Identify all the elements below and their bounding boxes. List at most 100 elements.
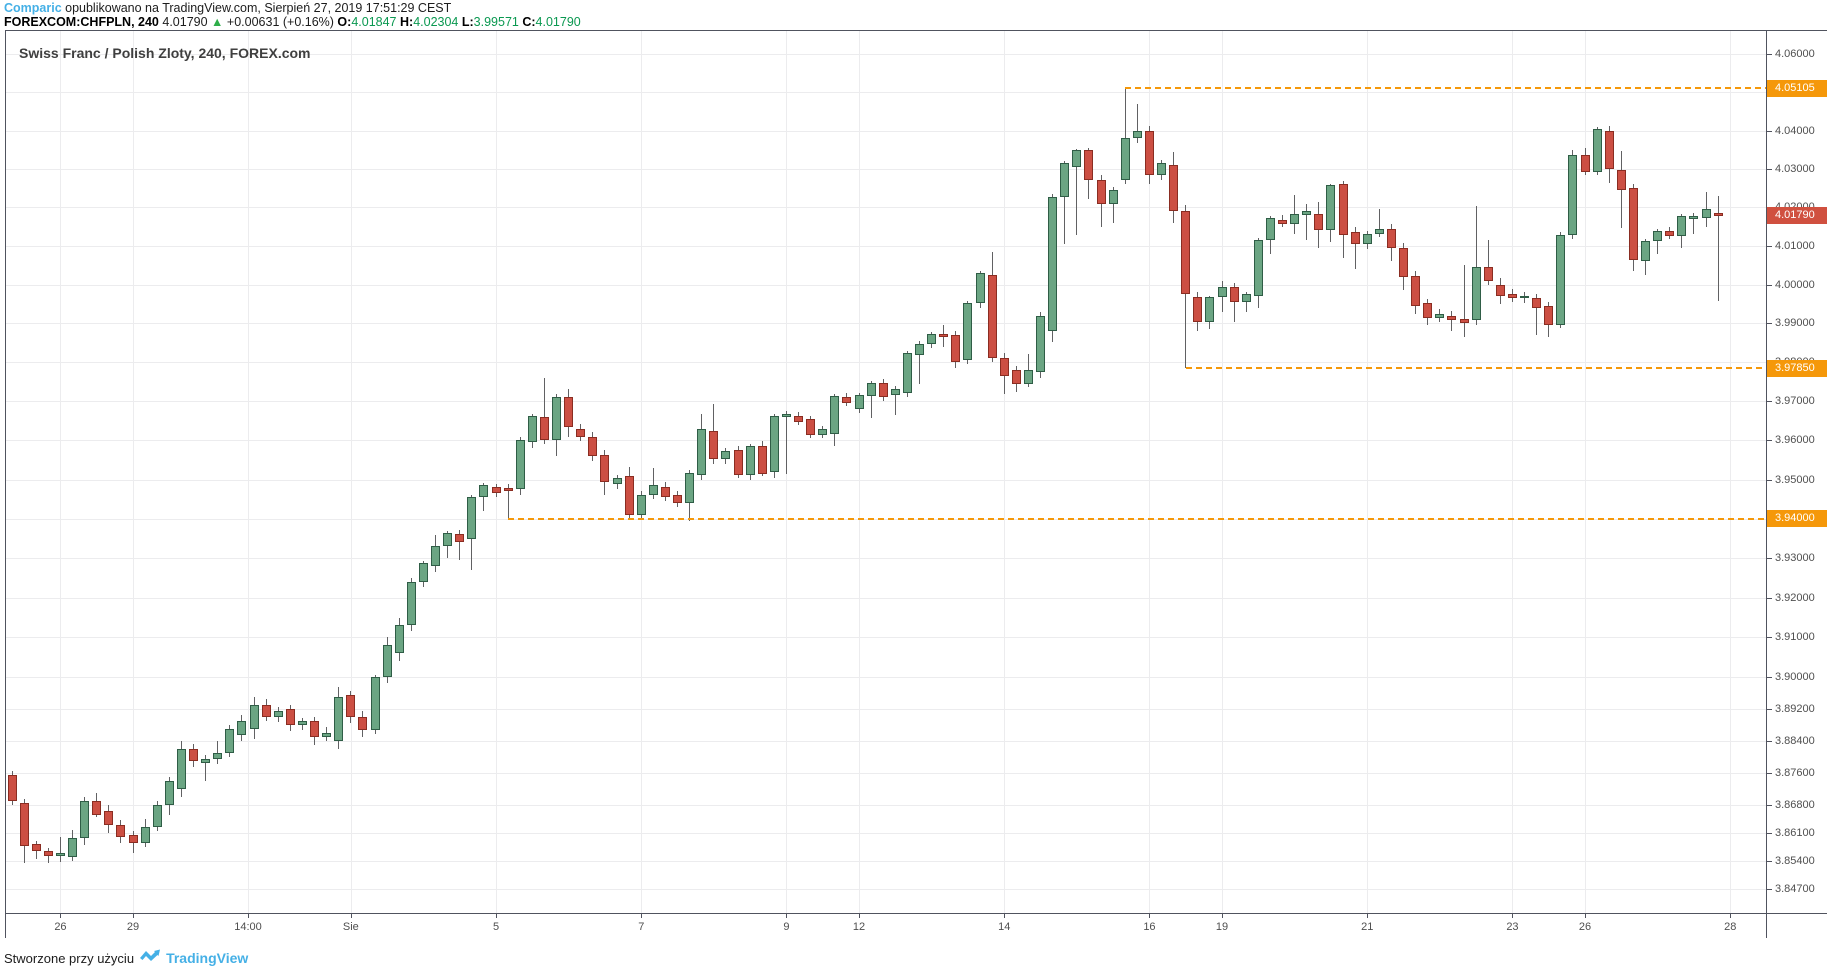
symbol-interval[interactable]: FOREXCOM:CHFPLN, 240 <box>4 15 159 29</box>
price-tick-label: 3.86100 <box>1775 826 1815 839</box>
candle-body <box>370 676 380 730</box>
time-tick-mark <box>859 914 861 918</box>
candle-body <box>600 454 610 482</box>
candle-body <box>1435 313 1445 318</box>
candle-body <box>527 416 537 443</box>
candle-body <box>1278 219 1288 224</box>
time-tick-mark <box>248 914 249 918</box>
tradingview-link[interactable]: TradingView <box>166 950 249 966</box>
price-gridline <box>6 740 1766 742</box>
candle-body <box>1144 130 1154 175</box>
candle-body <box>1507 293 1517 299</box>
candle-body <box>673 495 683 504</box>
candle-body <box>1362 234 1372 245</box>
candle-wick <box>1136 104 1138 143</box>
time-gridline <box>350 31 352 913</box>
candle-wick <box>1657 228 1659 254</box>
time-axis[interactable]: 26 29 14:00 Sie 5 7 9 12 14 16 19 21 23 26 28 <box>6 913 1766 938</box>
candle-body <box>552 396 562 441</box>
publisher-name[interactable]: Comparic <box>4 1 62 15</box>
candle-body <box>866 383 876 396</box>
candle-body <box>7 774 17 802</box>
time-tick-label: 12 <box>852 921 866 933</box>
candle-wick <box>870 381 872 418</box>
candle-body <box>1169 165 1179 212</box>
candle-wick <box>1354 227 1356 270</box>
time-tick-label: 14 <box>998 921 1011 933</box>
price-gridline <box>6 558 1766 560</box>
candlestick-plot[interactable]: Swiss Franc / Polish Zloty, 240, FOREX.c… <box>6 31 1766 913</box>
candle-body <box>1193 297 1203 323</box>
candle-body <box>1713 213 1723 216</box>
candle-body <box>1447 315 1457 320</box>
snapshot-header: Comparic opublikowano na TradingView.com… <box>4 1 1404 29</box>
candle-body <box>1350 232 1360 245</box>
level-line[interactable] <box>1185 367 1766 370</box>
candle-body <box>1181 211 1191 295</box>
price-tick-label: 4.00000 <box>1775 278 1815 291</box>
candle-wick <box>1233 282 1235 322</box>
candle-body <box>80 801 90 838</box>
price-tick-label: 4.01000 <box>1775 240 1815 252</box>
candle-wick <box>919 340 921 384</box>
candle-body <box>588 436 598 457</box>
price-change: +0.00631 (+0.16%) <box>226 15 334 29</box>
time-gridline <box>786 31 788 913</box>
candle-body <box>624 476 634 515</box>
candle-wick <box>1693 213 1695 235</box>
candle-body <box>322 732 332 737</box>
level-line[interactable] <box>1125 87 1766 90</box>
price-tick-label: 3.97000 <box>1775 395 1815 408</box>
candle-body <box>1459 318 1469 324</box>
price-tick-mark <box>1767 740 1772 742</box>
time-tick-mark <box>1512 914 1514 918</box>
price-tick-label: 3.96000 <box>1775 434 1815 447</box>
price-tick-mark <box>1767 597 1772 599</box>
candle-body <box>987 275 997 359</box>
candle-wick <box>1451 311 1453 332</box>
low-field: L:3.99571 <box>461 15 519 29</box>
price-tick-mark <box>1767 246 1772 247</box>
time-tick-mark <box>1367 914 1369 918</box>
candle-body <box>697 429 707 475</box>
price-tick-mark <box>1767 860 1772 862</box>
candle-body <box>1556 235 1566 325</box>
tradingview-logo-icon[interactable] <box>139 948 161 968</box>
candle-body <box>685 472 695 504</box>
price-tick-label: 3.86800 <box>1775 798 1815 811</box>
candle-body <box>564 396 574 428</box>
candle-body <box>31 844 41 852</box>
time-gridline <box>60 31 62 913</box>
candle-body <box>1132 131 1142 139</box>
candle-body <box>55 852 65 856</box>
candle-body <box>285 708 295 725</box>
candle-body <box>1399 247 1409 277</box>
price-axis[interactable]: 4.060004.050004.040004.030004.020004.010… <box>1766 31 1827 913</box>
candle-wick <box>1475 205 1477 326</box>
candle-body <box>757 446 767 474</box>
candle-body <box>310 720 320 737</box>
candle-wick <box>1378 209 1380 238</box>
candle-body <box>418 562 428 582</box>
candle-body <box>1616 170 1626 190</box>
candle-body <box>68 837 78 858</box>
time-tick-label: 26 <box>1578 921 1592 933</box>
price-gridline <box>6 323 1766 325</box>
candle-wick <box>1124 88 1126 184</box>
time-tick-label: 5 <box>492 921 500 933</box>
time-tick-label: 16 <box>1143 921 1156 933</box>
price-tick-label: 3.92000 <box>1775 591 1815 604</box>
price-tick-label: 3.93000 <box>1775 552 1815 565</box>
candle-body <box>975 273 985 303</box>
close-value: 4.01790 <box>535 15 581 29</box>
time-tick-mark <box>1004 914 1006 918</box>
level-line[interactable] <box>508 517 1766 520</box>
price-tick-mark <box>1767 284 1772 286</box>
candle-body <box>830 395 840 434</box>
time-gridline <box>1367 31 1369 913</box>
price-tick-mark <box>1767 479 1772 481</box>
price-tick-label: 3.95000 <box>1775 473 1815 486</box>
candle-body <box>358 716 368 730</box>
time-tick-mark <box>1730 914 1732 918</box>
time-tick-label: 19 <box>1215 921 1229 933</box>
